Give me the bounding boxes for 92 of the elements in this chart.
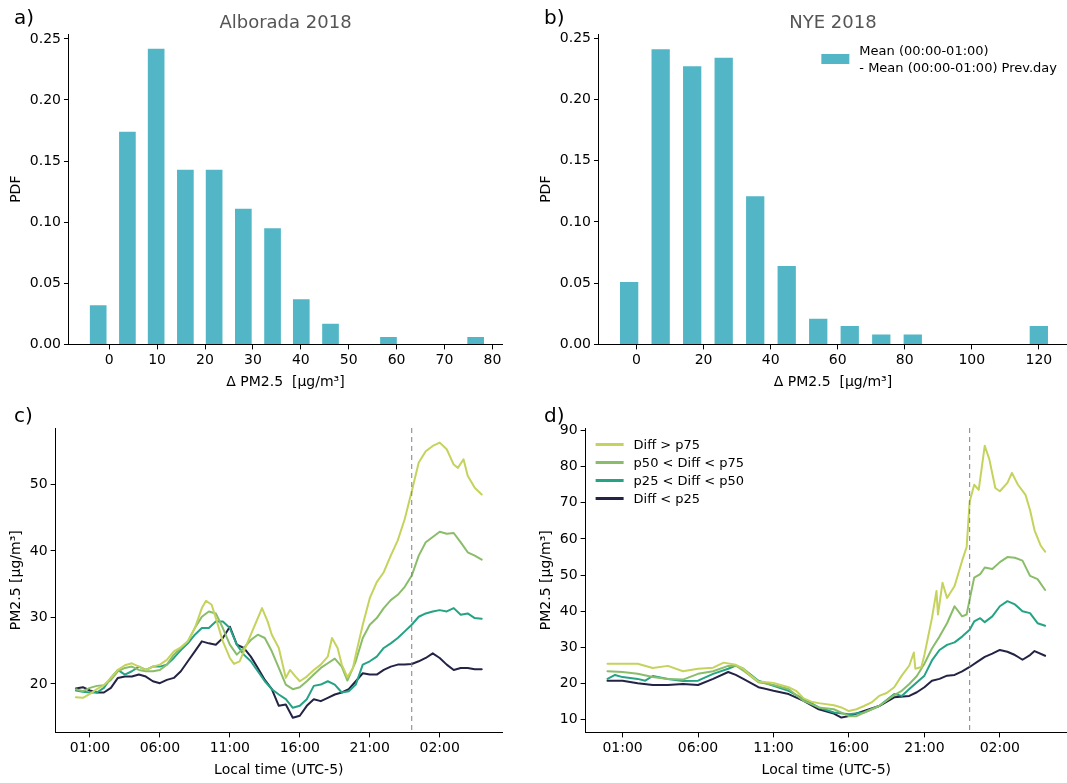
- y-tick-label: 0.20: [29, 90, 61, 107]
- y-tick-label: 40: [559, 601, 578, 618]
- chart-title: NYE 2018: [789, 11, 877, 32]
- x-tick-label: 06:00: [139, 739, 181, 756]
- x-tick-label: 21:00: [349, 739, 390, 756]
- bar: [1029, 326, 1048, 344]
- legend-label: Diff > p75: [633, 437, 701, 452]
- bar: [467, 337, 484, 344]
- y-tick-label: 0.20: [559, 90, 591, 107]
- text: c): [14, 403, 33, 427]
- legend-label: p50 < Diff < p75: [633, 455, 745, 470]
- y-tick-label: 0.00: [559, 335, 591, 352]
- bar: [380, 337, 397, 344]
- x-tick-label: 60: [387, 351, 406, 368]
- x-axis-title: Δ PM2.5 [μg/m³]: [773, 373, 893, 390]
- legend-label: Diff < p25: [633, 491, 701, 506]
- y-tick-label: 0.15: [559, 151, 591, 168]
- bar: [651, 49, 670, 344]
- x-tick-label: 11:00: [209, 739, 251, 756]
- y-tick-label: 80: [559, 457, 578, 474]
- x-tick-label: 40: [761, 351, 780, 368]
- bar: [264, 228, 281, 344]
- y-tick-label: 30: [29, 608, 48, 625]
- x-tick-label: 80: [895, 351, 914, 368]
- y-tick-label: 0.25: [29, 29, 61, 46]
- y-tick-label: 60: [559, 529, 578, 546]
- bar: [119, 131, 136, 344]
- bar: [683, 66, 702, 344]
- x-tick-label: 02:00: [419, 739, 460, 756]
- y-tick-label: 30: [559, 638, 578, 655]
- x-tick-label: 0: [632, 351, 641, 368]
- x-tick-label: 02:00: [979, 739, 1021, 756]
- bar: [177, 169, 194, 344]
- bar: [746, 196, 765, 344]
- x-tick-label: 50: [339, 351, 358, 368]
- bar: [872, 334, 891, 344]
- y-tick-label: 0.05: [559, 273, 591, 290]
- x-axis-title: Local time (UTC-5): [761, 761, 892, 778]
- y-tick-label: 50: [29, 475, 48, 492]
- x-tick-label: 60: [828, 351, 847, 368]
- bar: [89, 305, 107, 344]
- x-tick-label: 40: [291, 351, 310, 368]
- y-tick-label: 40: [29, 541, 48, 558]
- bar: [840, 326, 859, 344]
- x-tick-label: 120: [1025, 351, 1053, 368]
- x-tick-label: 16:00: [279, 739, 320, 756]
- y-tick-label: 0.05: [29, 273, 61, 290]
- y-tick-label: 50: [559, 565, 578, 582]
- y-tick-label: 20: [29, 674, 48, 691]
- y-tick-label: 0.25: [559, 28, 591, 45]
- x-tick-label: 21:00: [904, 739, 945, 756]
- chart-title: Alborada 2018: [219, 11, 352, 32]
- y-axis-title: PM2.5 [μg/m³]: [537, 530, 554, 631]
- bar: [620, 281, 639, 344]
- y-tick-label: 10: [559, 710, 578, 727]
- y-tick-label: 0.10: [29, 212, 61, 229]
- y-tick-label: 20: [559, 674, 578, 691]
- bar: [147, 48, 165, 344]
- y-axis-title: PDF: [537, 175, 554, 203]
- x-tick-label: 11:00: [753, 739, 794, 756]
- x-tick-label: 70: [435, 351, 454, 368]
- x-tick-label: 01:00: [69, 739, 111, 756]
- bar: [292, 299, 310, 344]
- bar: [903, 334, 922, 344]
- bar: [777, 266, 796, 344]
- bar: [714, 57, 733, 344]
- y-tick-label: 0.10: [559, 212, 591, 229]
- x-tick-label: 06:00: [677, 739, 719, 756]
- x-tick-label: 80: [483, 351, 502, 368]
- x-tick-label: 0: [104, 351, 114, 368]
- x-tick-label: 01:00: [602, 739, 643, 756]
- text: b): [544, 5, 565, 29]
- x-tick-label: 20: [694, 351, 713, 368]
- y-tick-label: 0.00: [29, 335, 61, 352]
- bar: [205, 169, 223, 344]
- legend-label: Mean (00:00-01:00) - Mean (00:00-01:00) Prev.day: [859, 43, 1058, 75]
- y-axis-title: PM2.5 [μg/m³]: [7, 530, 24, 631]
- legend-label: p25 < Diff < p50: [633, 473, 745, 488]
- x-tick-label: 100: [958, 351, 986, 368]
- y-axis-title: PDF: [7, 175, 24, 203]
- bar: [235, 208, 252, 344]
- x-tick-label: 30: [244, 351, 262, 368]
- bar: [322, 323, 339, 344]
- x-tick-label: 16:00: [828, 739, 870, 756]
- text: a): [14, 5, 35, 29]
- x-tick-label: 10: [148, 351, 167, 368]
- x-axis-title: Δ PM2.5 [μg/m³]: [226, 373, 345, 390]
- x-axis-title: Local time (UTC-5): [214, 761, 344, 778]
- x-tick-label: 20: [196, 351, 214, 368]
- y-tick-label: 0.15: [29, 151, 61, 168]
- y-tick-label: 70: [559, 493, 578, 510]
- bar: [809, 318, 828, 344]
